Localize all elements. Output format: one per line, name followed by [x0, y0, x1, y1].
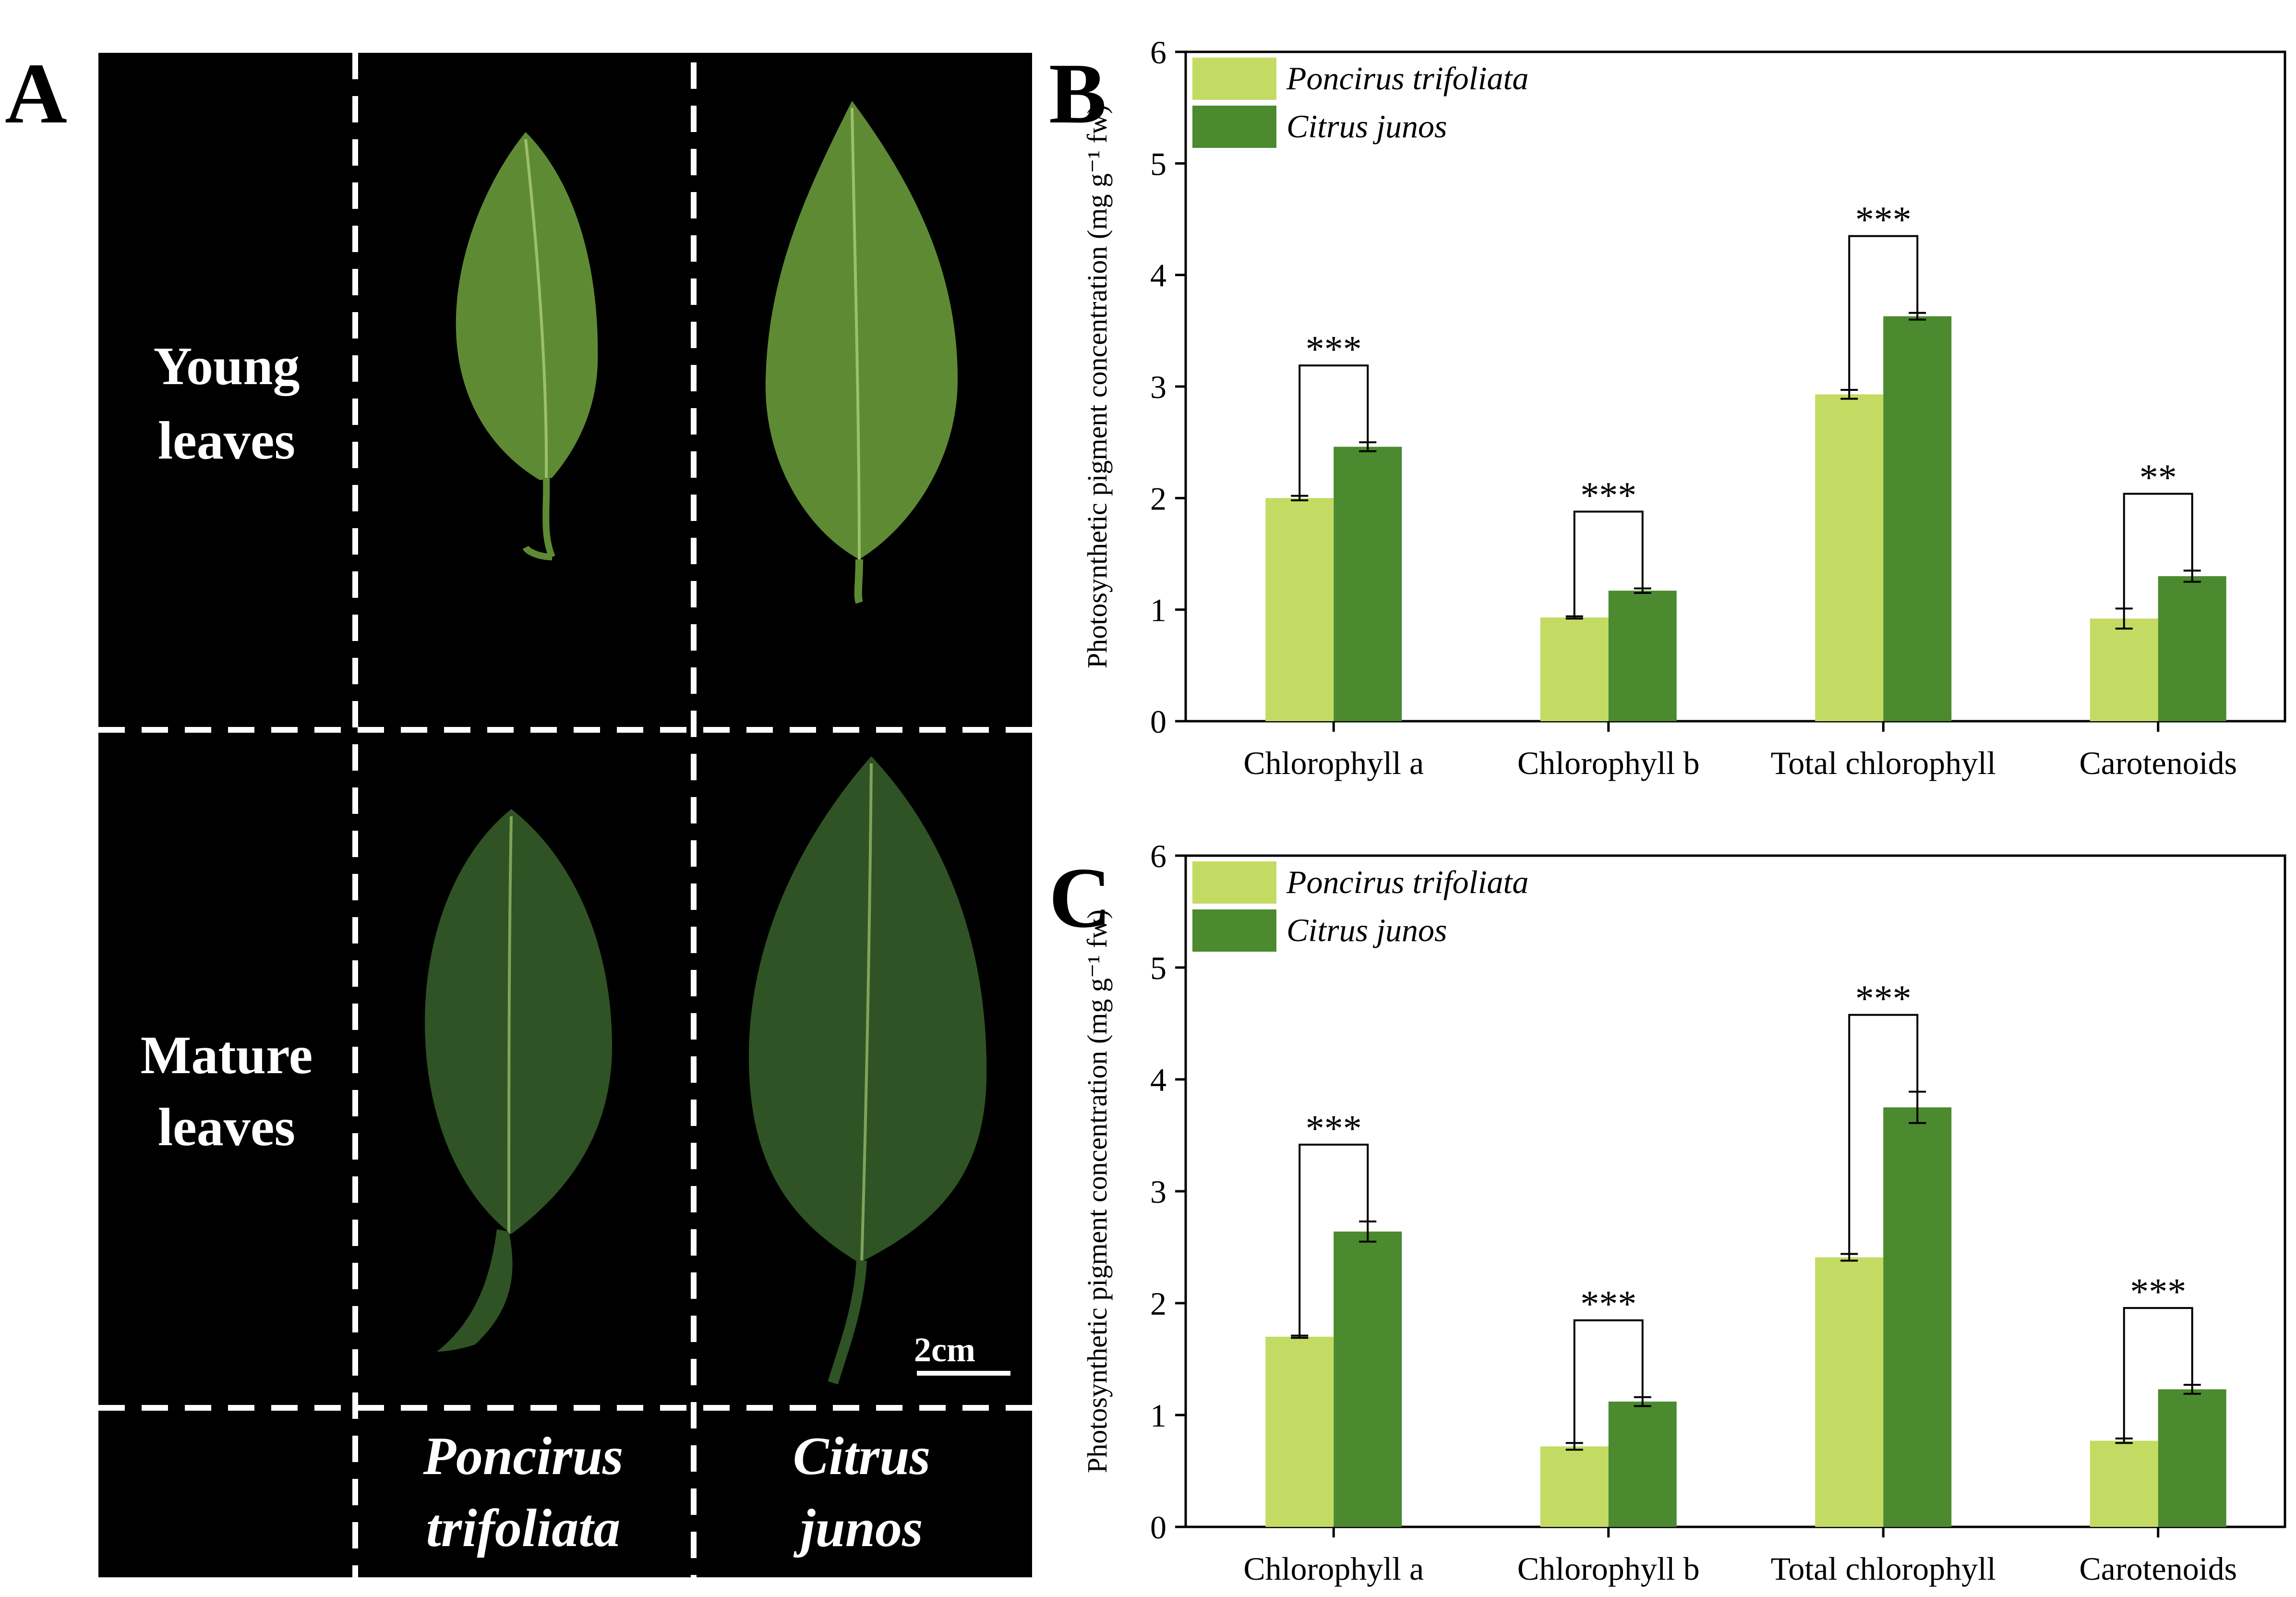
- y-tick-label: 4: [1150, 257, 1166, 294]
- significance-label: ***: [1580, 474, 1636, 516]
- y-tick-label: 2: [1150, 480, 1166, 517]
- y-axis-label: Photosynthetic pigment concentration (mg…: [1082, 909, 1113, 1473]
- x-tick-label: Chlorophyll a: [1243, 745, 1424, 781]
- y-tick-label: 0: [1150, 1509, 1166, 1546]
- y-tick-label: 5: [1150, 950, 1166, 986]
- x-tick-label: Carotenoids: [2079, 1550, 2237, 1587]
- row-label-mature-line1: Mature: [141, 1026, 313, 1085]
- y-tick-label: 2: [1150, 1285, 1166, 1322]
- y-tick-label: 3: [1150, 1174, 1166, 1210]
- col-label-junos-line1: Citrus: [793, 1427, 930, 1486]
- bar-junos: [2158, 576, 2226, 721]
- legend-swatch-junos: [1192, 106, 1276, 148]
- significance-bracket: [1848, 1014, 1919, 1254]
- leaf-mature-poncirus: [425, 809, 612, 1352]
- chart-panel-b: 0 1 2 3 4 5 6 Photosynthetic pigment concentrat…: [1082, 34, 2286, 781]
- bar-poncirus: [1265, 1336, 1334, 1527]
- bar-junos: [1608, 591, 1677, 721]
- significance-label: ***: [1306, 1107, 1362, 1149]
- bar-junos: [2158, 1389, 2226, 1527]
- bar-junos: [1883, 316, 1952, 721]
- x-tick-label: Total chlorophyll: [1771, 1550, 1996, 1587]
- significance-label: ***: [1306, 328, 1362, 370]
- bar-junos: [1883, 1107, 1952, 1527]
- significance-bracket: [1573, 510, 1644, 617]
- significance-label: ***: [1855, 978, 1911, 1019]
- row-label-young-line1: Young: [153, 337, 300, 396]
- x-tick-label: Total chlorophyll: [1771, 745, 1996, 781]
- y-tick-label: 4: [1150, 1062, 1166, 1098]
- y-tick-label: 3: [1150, 369, 1166, 405]
- col-label-poncirus-line2: trifoliata: [426, 1499, 620, 1558]
- significance-bracket: [1298, 1143, 1369, 1336]
- panel-label-a: A: [5, 46, 67, 141]
- y-tick-label: 1: [1150, 592, 1166, 629]
- leaf-young-poncirus: [456, 132, 598, 560]
- bar-poncirus: [1815, 394, 1884, 721]
- photo-dividers: [98, 53, 1032, 1577]
- legend-label-poncirus: Poncirus trifoliata: [1286, 60, 1528, 97]
- leaf-young-junos: [765, 101, 958, 604]
- legend-swatch-poncirus: [1192, 58, 1276, 100]
- x-tick-label: Chlorophyll b: [1517, 1550, 1700, 1587]
- bar-poncirus: [1815, 1257, 1884, 1527]
- significance-bracket: [2123, 493, 2193, 609]
- significance-bracket: [1573, 1319, 1644, 1443]
- legend-swatch-poncirus: [1192, 861, 1276, 904]
- significance-label: ***: [1580, 1283, 1636, 1325]
- significance-bracket: [1298, 364, 1369, 496]
- significance-label: ***: [2130, 1270, 2186, 1312]
- y-tick-label: 5: [1150, 145, 1166, 182]
- y-axis-label: Photosynthetic pigment concentration (mg…: [1082, 105, 1113, 668]
- bar-junos: [1608, 1402, 1677, 1527]
- leaf-mature-junos: [749, 756, 987, 1385]
- significance-label: **: [2140, 456, 2177, 498]
- bar-poncirus: [1540, 617, 1609, 721]
- chart-panel-c: 0 1 2 3 4 5 6 Photosynthetic pigment concentrat…: [1082, 838, 2286, 1587]
- significance-bracket: [2123, 1307, 2193, 1439]
- panel-label-c: C: [1049, 850, 1111, 945]
- legend-label-junos: Citrus junos: [1286, 912, 1447, 948]
- col-label-junos-line2: junos: [793, 1499, 923, 1558]
- y-tick-label: 1: [1150, 1397, 1166, 1434]
- legend-swatch-junos: [1192, 909, 1276, 952]
- bar-junos: [1334, 1231, 1402, 1527]
- significance-bracket: [1848, 235, 1919, 390]
- x-tick-label: Chlorophyll b: [1517, 745, 1700, 781]
- x-tick-label: Carotenoids: [2079, 745, 2237, 781]
- bar-poncirus: [1540, 1446, 1609, 1527]
- x-tick-label: Chlorophyll a: [1243, 1550, 1424, 1587]
- col-label-poncirus-line1: Poncirus: [423, 1427, 624, 1486]
- y-tick-label: 0: [1150, 703, 1166, 740]
- row-label-young-line2: leaves: [158, 411, 295, 471]
- photo-panel: Young leaves Mature leaves Poncirus trif…: [98, 53, 1032, 1577]
- bar-poncirus: [2090, 1440, 2158, 1527]
- panel-label-b: B: [1049, 46, 1106, 141]
- bar-poncirus: [1265, 498, 1334, 721]
- legend-label-poncirus: Poncirus trifoliata: [1286, 864, 1528, 900]
- significance-label: ***: [1855, 199, 1911, 241]
- y-tick-label: 6: [1150, 34, 1166, 71]
- bar-junos: [1334, 447, 1402, 721]
- y-tick-label: 6: [1150, 838, 1166, 874]
- scale-bar-label: 2cm: [914, 1331, 975, 1369]
- legend-label-junos: Citrus junos: [1286, 108, 1447, 145]
- bar-poncirus: [2090, 618, 2158, 721]
- row-label-mature-line2: leaves: [158, 1098, 295, 1157]
